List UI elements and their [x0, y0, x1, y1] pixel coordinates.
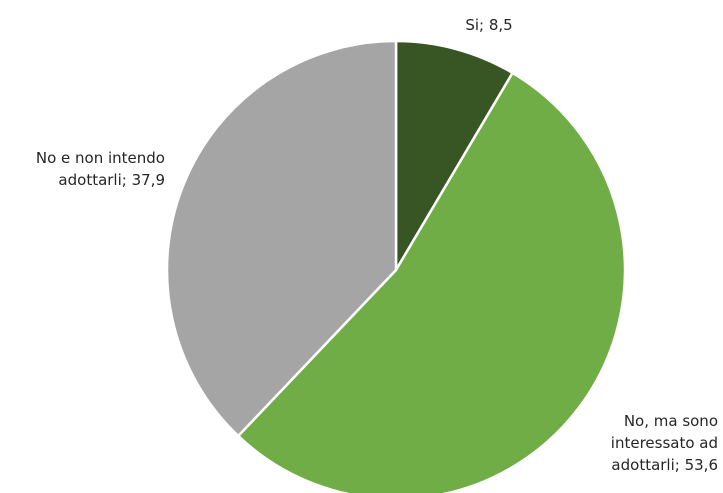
pie-slice-label-line: No, ma sono — [624, 412, 718, 430]
pie-slice-label-line: adottarli; 37,9 — [58, 171, 165, 189]
pie-slice-3 — [165, 39, 398, 438]
pie-slice-label-line: Si; 8,5 — [465, 16, 512, 34]
pie-slice-label-line: adottarli; 53,6 — [611, 456, 718, 474]
pie-slice-label-line: interessato ad — [611, 434, 718, 452]
pie-slice-label-1: Si; 8,5 — [465, 16, 512, 34]
pie-labels: Si; 8,5 No, ma sono interessato ad adottarl… — [36, 16, 718, 474]
pie-slice-label-line: No e non intendo — [36, 149, 165, 167]
pie-slice-label-3: No e non intendo adottarli; 37,9 — [36, 149, 165, 189]
pie-slices — [165, 39, 627, 493]
pie-slice-2 — [236, 71, 627, 493]
pie-slice-1 — [394, 39, 514, 272]
pie-slice-label-2: No, ma sono interessato ad adottarli; 53,6 — [611, 412, 718, 474]
